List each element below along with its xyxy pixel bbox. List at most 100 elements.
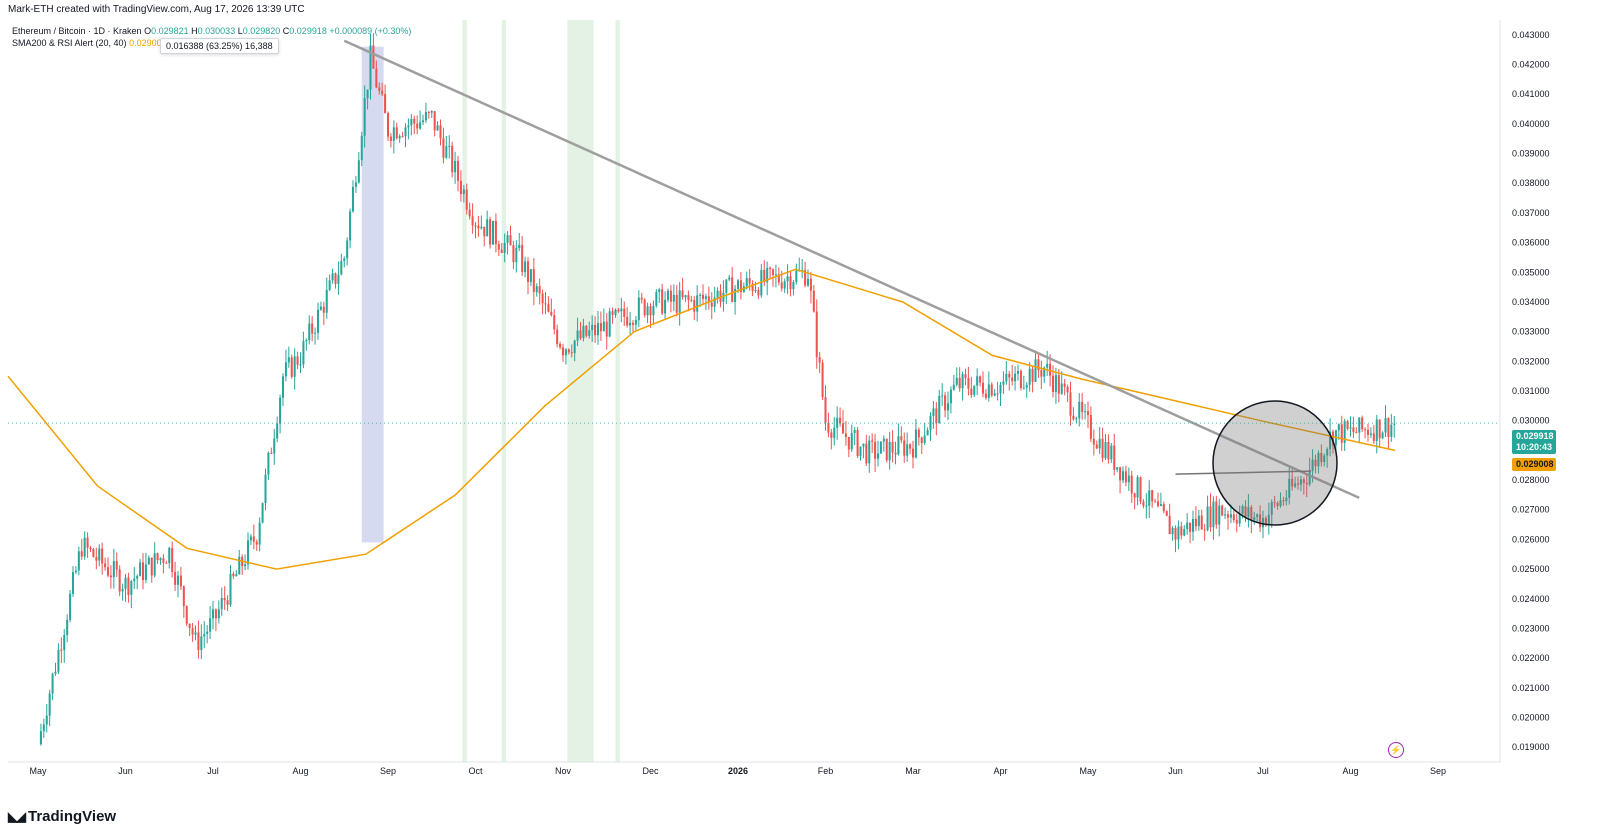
candle-body (456, 160, 460, 181)
candle-body (1361, 417, 1364, 430)
candle-body (1177, 526, 1180, 540)
candle-body (150, 557, 153, 576)
candle-body (124, 577, 127, 589)
last-price-tag: 0.029918 10:20:43 (1512, 430, 1556, 454)
candle-body (1081, 401, 1084, 413)
candle-body (416, 123, 419, 129)
candle-body (494, 220, 497, 245)
candle-body (1098, 438, 1101, 449)
candle-body (506, 235, 509, 243)
candle-body (389, 136, 392, 141)
x-tick-label: Oct (468, 766, 483, 776)
candle-body (1194, 518, 1197, 527)
candle-body (1299, 479, 1302, 485)
candle-body (1110, 445, 1113, 460)
candle-body (200, 636, 203, 650)
candle-body (812, 290, 815, 312)
candle-body (701, 294, 705, 299)
candle-body (1162, 504, 1165, 512)
candle-body (1224, 514, 1227, 516)
symbol-name[interactable]: Ethereum / Bitcoin · 1D · Kraken (12, 26, 142, 36)
candle-body (594, 324, 597, 336)
candle-body (596, 323, 600, 336)
candle-body (1069, 392, 1072, 416)
candle-body (1104, 442, 1107, 459)
candle-body (599, 323, 602, 332)
candle-body (69, 593, 72, 620)
candle-body (270, 452, 273, 454)
y-tick-label: 0.040000 (1512, 119, 1550, 129)
x-tick-label: Feb (818, 766, 834, 776)
candle-body (1308, 470, 1311, 485)
candle-body (602, 321, 605, 332)
candle-body (1040, 370, 1043, 377)
candle-body (1264, 518, 1267, 526)
candle-body (77, 551, 80, 571)
indicator-legend[interactable]: SMA200 & RSI Alert (20, 40) 0.029008 (12, 38, 167, 48)
candle-body (894, 452, 897, 455)
candle-body (637, 297, 640, 321)
last-price-value: 0.029918 (1516, 431, 1554, 441)
candle-body (299, 364, 302, 366)
candle-body (197, 632, 200, 650)
candle-body (314, 332, 317, 334)
candle-body (115, 561, 118, 570)
candle-body (39, 731, 42, 745)
candle-body (1037, 359, 1040, 371)
x-tick-label: Jul (1257, 766, 1269, 776)
candle-body (1340, 424, 1343, 443)
candle-body (862, 443, 865, 447)
y-tick-label: 0.022000 (1512, 653, 1550, 663)
candle-body (561, 347, 565, 356)
candle-body (1247, 507, 1250, 517)
candle-body (1159, 504, 1162, 507)
candle-body (1355, 432, 1358, 434)
candle-body (766, 267, 769, 283)
candle-body (279, 397, 282, 424)
candle-body (629, 322, 632, 326)
candle-body (687, 295, 690, 300)
candle-body (806, 278, 810, 286)
candle-body (445, 146, 448, 158)
candle-body (567, 349, 570, 353)
candle-body (932, 408, 935, 416)
candle-body (159, 558, 162, 561)
candle-body (89, 547, 92, 549)
candle-body (424, 112, 427, 121)
candle-body (903, 440, 906, 456)
candle-body (696, 295, 699, 312)
price-chart[interactable]: 0.043000 0.042000 0.041000 0.040000 0.039000… (0, 0, 1600, 800)
candle-body (993, 393, 996, 396)
candle-body (54, 671, 57, 674)
candle-body (334, 273, 337, 284)
candle-body (626, 316, 629, 326)
candle-body (439, 125, 442, 139)
candle-body (1384, 418, 1387, 433)
candle-body (841, 423, 845, 434)
y-tick-label: 0.033000 (1512, 327, 1550, 337)
candle-body (500, 249, 503, 253)
candle-body (815, 311, 818, 358)
lightning-alert-icon[interactable]: ⚡ (1388, 742, 1404, 758)
x-tick-label: Dec (642, 766, 659, 776)
tradingview-logo-icon: ◣◢ (8, 808, 26, 824)
candle-body (882, 438, 885, 442)
y-tick-label: 0.042000 (1512, 60, 1550, 70)
candle-body (328, 280, 331, 290)
candle-body (786, 276, 789, 282)
candle-body (1060, 383, 1063, 394)
candle-body (130, 581, 133, 595)
candle-body (1276, 502, 1279, 506)
candle-body (929, 415, 932, 431)
candle-body (666, 290, 670, 300)
candle-body (1261, 518, 1265, 528)
candle-body (1130, 475, 1133, 494)
candle-body (203, 634, 206, 637)
candle-body (258, 522, 261, 545)
candle-body (850, 433, 853, 450)
candle-body (1250, 507, 1253, 520)
candle-body (503, 242, 506, 253)
candle-body (1206, 506, 1209, 531)
candle-body (1302, 479, 1305, 483)
candle-body (941, 395, 944, 397)
